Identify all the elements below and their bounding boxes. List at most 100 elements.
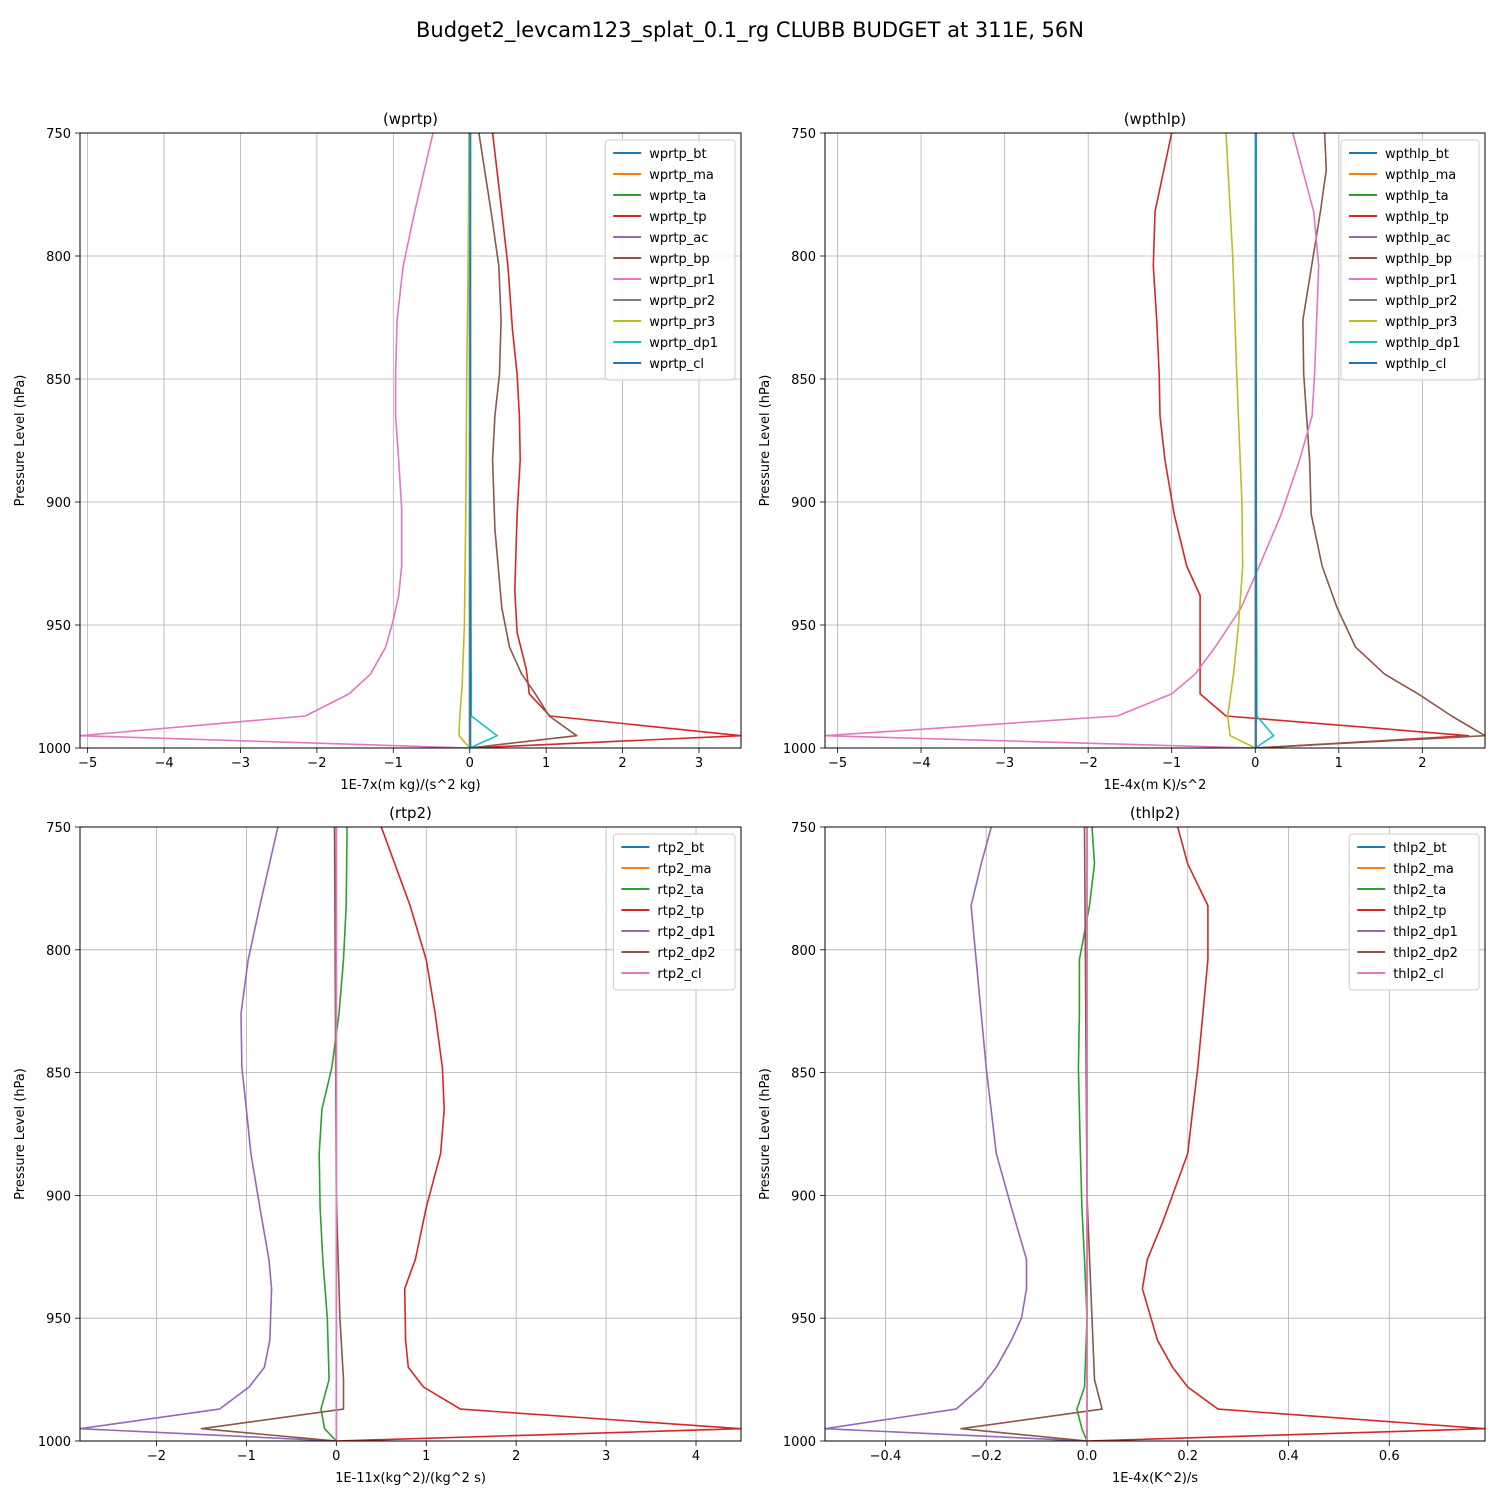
series-line-wprtp_pr3 [458, 133, 471, 748]
y-axis-label: Pressure Level (hPa) [758, 1068, 773, 1200]
legend-entry: thlp2_dp2 [1393, 946, 1458, 961]
subplot-title: (thlp2) [1130, 804, 1180, 822]
y-tick-label: 800 [46, 250, 71, 265]
legend-entry: wprtp_pr3 [649, 315, 715, 330]
axes-frame [824, 826, 1486, 1442]
series-group [825, 827, 1485, 1441]
legend-entry: rtp2_cl [657, 967, 701, 982]
legend-entry: wprtp_ac [649, 231, 708, 246]
y-tick-label: 900 [791, 496, 816, 511]
y-tick-label: 1000 [783, 742, 816, 757]
x-tick-label: 0.2 [1177, 1449, 1198, 1464]
y-tick-label: 750 [791, 127, 816, 142]
y-axis-label: Pressure Level (hPa) [758, 375, 773, 507]
legend-entry: wprtp_bt [649, 147, 706, 162]
x-tick-label: 3 [602, 1449, 610, 1464]
x-tick-label: −2 [147, 1449, 166, 1464]
y-axis-label: Pressure Level (hPa) [13, 375, 28, 507]
legend-entry: wpthlp_ta [1385, 189, 1449, 204]
x-tick-label: −4 [911, 756, 930, 771]
legend-entry: rtp2_ta [657, 883, 704, 898]
legend-entry: wpthlp_pr1 [1385, 273, 1457, 288]
subplot-0: −5 −4 −3 −2 −1 0 1 2 3 750 800 850 900 950 1000 (wprtp)… [13, 110, 742, 793]
y-tick-label: 800 [791, 944, 816, 959]
axes-frame [824, 132, 1486, 749]
x-tick-label: 0.0 [1077, 1449, 1098, 1464]
legend-entry: thlp2_dp1 [1393, 925, 1458, 940]
legend-entry: wpthlp_tp [1385, 210, 1449, 225]
legend-entry: wprtp_pr1 [649, 273, 715, 288]
legend-entry: wpthlp_bt [1385, 147, 1449, 162]
x-tick-label: −3 [995, 756, 1014, 771]
subplot-3: −0.4 −0.2 0.0 0.2 0.4 0.6 750 800 850 900 950 1000 (… [758, 804, 1486, 1486]
series-line-wprtp_tp [469, 133, 741, 748]
y-axis-label: Pressure Level (hPa) [13, 1068, 28, 1200]
x-axis-label: 1E-4x(m K)/s^2 [1104, 778, 1207, 793]
y-tick-label: 750 [791, 821, 816, 836]
legend-entry: rtp2_dp1 [657, 925, 715, 940]
y-tick-label: 950 [46, 1312, 71, 1327]
x-tick-label: −0.2 [970, 1449, 1002, 1464]
y-tick-label: 850 [46, 373, 71, 388]
x-tick-label: −1 [1162, 756, 1181, 771]
y-tick-label: 750 [46, 821, 71, 836]
subplot-panels: −5 −4 −3 −2 −1 0 1 2 3 750 800 850 900 950 1000 (wprtp)… [13, 110, 1486, 1486]
series-line-wpthlp_dp1 [1254, 133, 1275, 748]
y-tick-label: 850 [791, 1067, 816, 1082]
legend-entry: rtp2_ma [657, 862, 711, 877]
x-tick-label: 0.4 [1278, 1449, 1299, 1464]
x-tick-label: 0.6 [1379, 1449, 1400, 1464]
legend-entry: wprtp_dp1 [649, 336, 718, 351]
x-tick-label: −5 [78, 756, 97, 771]
legend-entry: wpthlp_dp1 [1385, 336, 1460, 351]
x-tick-label: 1 [1335, 756, 1343, 771]
y-tick-label: 950 [46, 619, 71, 634]
legend-entry: wprtp_ma [649, 168, 714, 183]
legend-entry: thlp2_ma [1393, 862, 1454, 877]
legend-entry: wprtp_ta [649, 189, 706, 204]
legend-entry: wpthlp_ac [1385, 231, 1451, 246]
series-line-rtp2_tp [336, 827, 741, 1441]
legend-entry: wpthlp_pr2 [1385, 294, 1457, 309]
x-tick-label: −3 [231, 756, 250, 771]
legend: thlp2_bt thlp2_ma thlp2_ta thlp2_tp thlp2_dp… [1348, 833, 1480, 991]
x-tick-label: −0.4 [870, 1449, 902, 1464]
y-tick-label: 800 [46, 944, 71, 959]
y-tick-label: 1000 [38, 1435, 71, 1450]
axes-frame [79, 826, 742, 1442]
subplot-title: (wprtp) [383, 110, 438, 128]
series-line-rtp2_ta [318, 827, 348, 1441]
legend-entry: rtp2_bt [657, 841, 704, 856]
subplot-title: (wpthlp) [1124, 110, 1187, 128]
x-tick-label: 4 [692, 1449, 700, 1464]
x-tick-label: 1 [542, 756, 550, 771]
series-line-wpthlp_tp [1152, 133, 1470, 748]
series-line-wpthlp_bp [1255, 133, 1485, 748]
x-axis-label: 1E-11x(kg^2)/(kg^2 s) [335, 1471, 486, 1486]
x-tick-label: 0 [1251, 756, 1259, 771]
series-line-wprtp_bp [469, 133, 578, 748]
y-tick-label: 900 [791, 1189, 816, 1204]
x-tick-label: −1 [384, 756, 403, 771]
series-group [80, 133, 741, 748]
legend-entry: wprtp_cl [649, 357, 704, 372]
x-tick-label: 1 [422, 1449, 430, 1464]
legend-entry: thlp2_tp [1393, 904, 1446, 919]
x-axis-label: 1E-4x(K^2)/s [1112, 1471, 1198, 1486]
legend-entry: wpthlp_pr3 [1385, 315, 1457, 330]
x-tick-label: −1 [237, 1449, 256, 1464]
legend-entry: rtp2_tp [657, 904, 704, 919]
legend-entry: wprtp_bp [649, 252, 710, 267]
y-tick-label: 950 [791, 619, 816, 634]
y-tick-label: 750 [46, 127, 71, 142]
series-group [825, 133, 1485, 748]
legend-entry: wprtp_tp [649, 210, 706, 225]
series-line-rtp2_dp1 [80, 827, 337, 1441]
legend-entry: rtp2_dp2 [657, 946, 715, 961]
y-tick-label: 900 [46, 1189, 71, 1204]
legend-entry: thlp2_bt [1393, 841, 1446, 856]
legend: rtp2_bt rtp2_ma rtp2_ta rtp2_tp rtp2_dp1 rtp2… [612, 833, 736, 991]
x-tick-label: 3 [695, 756, 703, 771]
series-line-wprtp_pr1 [80, 133, 470, 748]
